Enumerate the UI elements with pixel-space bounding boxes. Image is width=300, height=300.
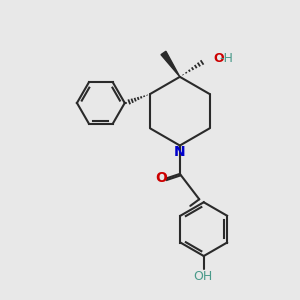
Text: O: O — [214, 52, 224, 64]
Text: N: N — [174, 145, 186, 159]
Polygon shape — [161, 51, 180, 77]
Text: -H: -H — [220, 52, 233, 64]
Text: OH: OH — [193, 269, 212, 283]
Text: O: O — [155, 171, 167, 185]
